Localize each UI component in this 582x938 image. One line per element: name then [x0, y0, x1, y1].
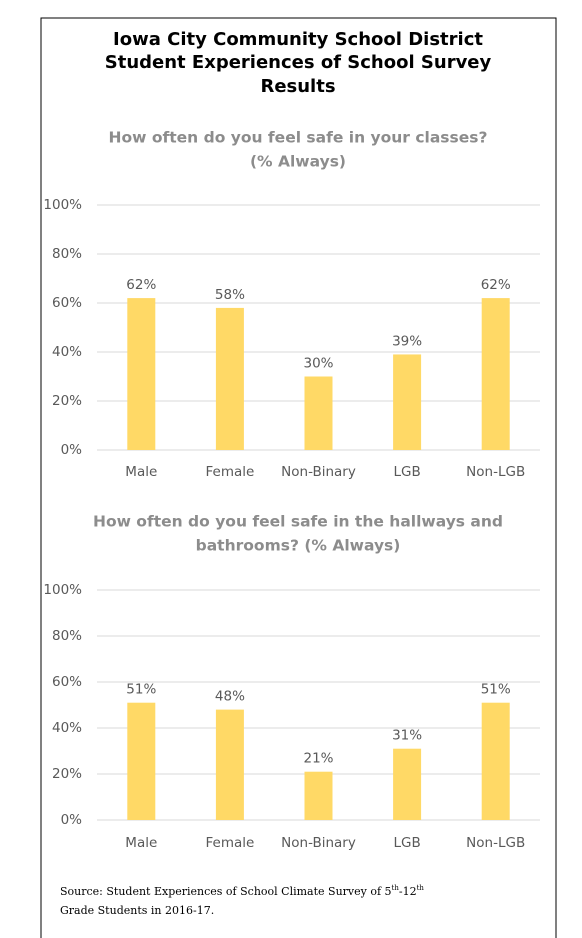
- y-tick-label: 100%: [43, 582, 82, 598]
- bar: [481, 298, 510, 450]
- x-tick-label: Non-LGB: [466, 835, 525, 851]
- bar: [127, 702, 156, 820]
- source-text: Source: Student Experiences of School Cl…: [60, 885, 392, 898]
- chart-title: bathrooms? (% Always): [196, 537, 401, 555]
- bar: [215, 709, 244, 820]
- source: Source: Student Experiences of School Cl…: [60, 884, 424, 898]
- value-label: 51%: [126, 682, 156, 698]
- x-tick-label: LGB: [393, 464, 420, 480]
- chart-title: How often do you feel safe in the hallwa…: [93, 513, 503, 531]
- value-label: 58%: [215, 287, 245, 303]
- bar: [304, 376, 333, 450]
- value-label: 48%: [215, 689, 245, 705]
- value-label: 21%: [303, 751, 333, 767]
- value-label: 31%: [392, 728, 422, 744]
- bar: [393, 748, 422, 820]
- x-tick-label: Male: [125, 835, 157, 851]
- source-sup: th: [392, 884, 400, 892]
- x-tick-label: Non-Binary: [281, 464, 356, 480]
- x-tick-label: Female: [205, 464, 254, 480]
- x-tick-label: Male: [125, 464, 157, 480]
- y-tick-label: 40%: [52, 720, 82, 736]
- bar: [127, 298, 156, 450]
- value-label: 62%: [481, 277, 511, 293]
- panel-border: [40, 17, 557, 938]
- page-title: Iowa City Community School District: [113, 29, 483, 50]
- x-tick-label: LGB: [393, 835, 420, 851]
- value-label: 39%: [392, 333, 422, 349]
- y-tick-label: 60%: [52, 674, 82, 690]
- source: Grade Students in 2016-17.: [60, 904, 214, 917]
- y-tick-label: 80%: [52, 628, 82, 644]
- y-tick-label: 80%: [52, 246, 82, 262]
- y-tick-label: 100%: [43, 197, 82, 213]
- chart-title: (% Always): [250, 153, 346, 171]
- y-tick-label: 0%: [61, 442, 83, 458]
- x-tick-label: Female: [205, 835, 254, 851]
- x-tick-label: Non-Binary: [281, 835, 356, 851]
- x-tick-label: Non-LGB: [466, 464, 525, 480]
- bar: [304, 771, 333, 820]
- source-sup: th: [417, 884, 425, 892]
- bar: [481, 702, 510, 820]
- value-label: 51%: [481, 682, 511, 698]
- y-tick-label: 0%: [61, 812, 83, 828]
- y-tick-label: 60%: [52, 295, 82, 311]
- chart-title: How often do you feel safe in your class…: [109, 129, 488, 147]
- bar: [215, 307, 244, 450]
- y-tick-label: 20%: [52, 393, 82, 409]
- value-label: 62%: [126, 277, 156, 293]
- y-tick-label: 20%: [52, 766, 82, 782]
- y-tick-label: 40%: [52, 344, 82, 360]
- value-label: 30%: [303, 356, 333, 372]
- source-text: -12: [399, 885, 417, 898]
- bar: [393, 354, 422, 450]
- page-title: Results: [260, 76, 335, 97]
- page-title: Student Experiences of School Survey: [105, 52, 492, 73]
